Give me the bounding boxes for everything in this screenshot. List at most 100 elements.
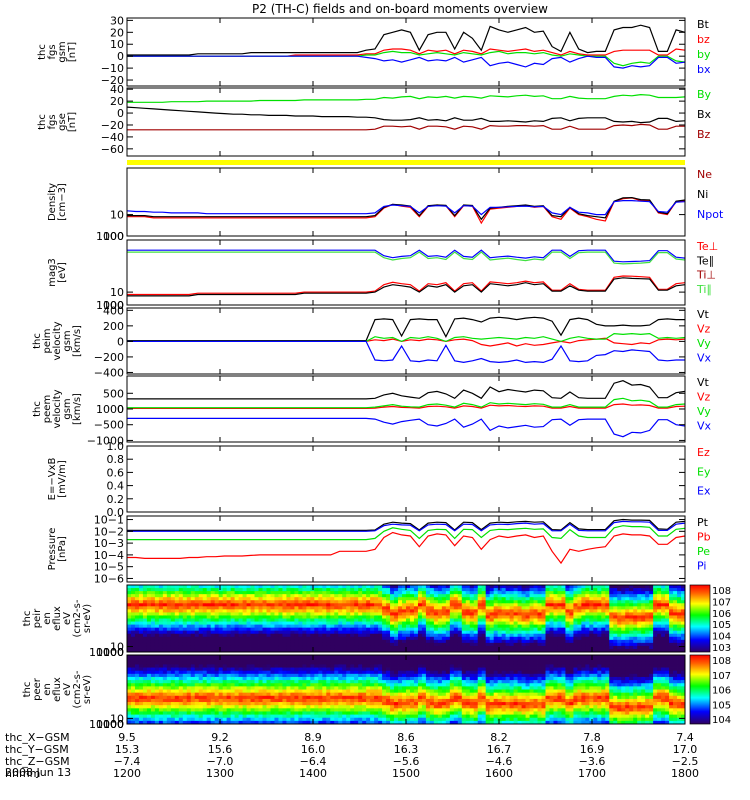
spectrogram-cell — [286, 717, 291, 722]
spectrogram-cell — [585, 591, 590, 595]
spectrogram-cell — [302, 698, 307, 703]
spectrogram-cell — [398, 708, 403, 712]
spectrogram-cell — [390, 655, 395, 659]
spectrogram-cell — [581, 612, 586, 616]
spectrogram-cell — [218, 600, 224, 604]
spectrogram-cell — [473, 621, 479, 625]
spectrogram-cell — [130, 698, 136, 703]
spectrogram-cell — [445, 606, 451, 610]
spectrogram-cell — [525, 597, 530, 601]
spectrogram-cell — [130, 630, 136, 635]
spectrogram-cell — [621, 597, 626, 601]
spectrogram-cell — [653, 588, 658, 592]
spectrogram-cell — [517, 597, 522, 601]
spectrogram-cell — [589, 618, 594, 622]
spectrogram-cell — [150, 720, 156, 725]
spectrogram-cell — [549, 585, 554, 589]
spectrogram-cell — [222, 692, 228, 697]
spectrogram-cell — [178, 591, 184, 595]
spectrogram-cell — [358, 711, 363, 715]
spectrogram-cell — [342, 676, 347, 681]
spectrogram-cell — [501, 618, 507, 622]
spectrogram-cell — [573, 630, 578, 635]
spectrogram-cell — [473, 588, 479, 592]
spectrogram-cell — [386, 667, 391, 672]
spectrogram-cell — [374, 627, 379, 632]
spectrogram-cell — [278, 591, 283, 595]
spectrogram-cell — [449, 621, 455, 625]
spectrogram-cell — [481, 621, 487, 625]
spectrogram-cell — [433, 645, 439, 650]
spectrogram-cell — [162, 648, 168, 653]
spectrogram-cell — [170, 695, 176, 700]
spectrogram-cell — [625, 591, 630, 595]
spectrogram-cell — [473, 591, 479, 595]
spectrogram-cell — [322, 603, 327, 607]
spectrogram-cell — [338, 642, 343, 647]
spectrogram-cell — [617, 630, 622, 635]
spectrogram-cell — [425, 645, 431, 650]
spectrogram-cell — [525, 618, 530, 622]
spectrogram-cell — [473, 642, 479, 647]
spectrogram-cell — [461, 621, 467, 625]
spectrogram-cell — [274, 639, 279, 644]
spectrogram-cell — [174, 655, 180, 659]
spectrogram-cell — [178, 618, 184, 622]
spectrogram-cell — [322, 597, 327, 601]
spectrogram-cell — [258, 612, 263, 616]
spectrogram-cell — [493, 597, 499, 601]
spectrogram-cell — [286, 630, 291, 635]
spectrogram-cell — [282, 594, 287, 598]
spectrogram-cell — [254, 615, 259, 619]
spectrogram-cell — [134, 676, 140, 681]
spectrogram-cell — [350, 588, 355, 592]
spectrogram-cell — [402, 633, 407, 638]
spectrogram-cell — [390, 636, 395, 641]
spectrogram-cell — [146, 664, 152, 668]
spectrogram-cell — [226, 670, 232, 675]
spectrogram-cell — [370, 627, 375, 632]
spectrogram-cell — [441, 609, 447, 613]
spectrogram-cell — [493, 615, 499, 619]
spectrogram-cell — [274, 648, 279, 653]
spectrogram-cell — [409, 612, 415, 616]
spectrogram-cell — [322, 680, 327, 684]
spectrogram-cell — [673, 600, 678, 604]
spectrogram-cell — [127, 670, 132, 675]
spectrogram-cell — [334, 683, 339, 687]
spectrogram-cell — [597, 627, 602, 632]
spectrogram-cell — [290, 630, 295, 635]
spectrogram-cell — [194, 597, 200, 601]
spectrogram-cell — [226, 692, 232, 697]
spectrogram-cell — [545, 618, 550, 622]
spectrogram-cell — [326, 711, 331, 715]
spectrogram-cell — [282, 603, 287, 607]
spectrogram-cell — [262, 689, 267, 694]
spectrogram-cell — [613, 615, 618, 619]
spectrogram-cell — [170, 720, 176, 725]
spectrogram-cell — [314, 609, 319, 613]
spectrogram-cell — [206, 597, 212, 601]
spectrogram-cell — [521, 630, 526, 635]
spectrogram-cell — [477, 645, 483, 650]
spectrogram-cell — [146, 692, 152, 697]
spectrogram-cell — [621, 645, 626, 650]
spectrogram-cell — [182, 661, 188, 665]
spectrogram-cell — [549, 627, 554, 632]
spectrogram-cell — [585, 642, 590, 647]
spectrogram-cell — [274, 692, 279, 697]
spectrogram-cell — [314, 680, 319, 684]
spectrogram-cell — [230, 612, 236, 616]
spectrogram-cell — [130, 689, 136, 694]
spectrogram-cell — [358, 664, 363, 668]
spectrogram-cell — [202, 627, 208, 632]
spectrogram-cell — [170, 714, 176, 719]
spectrogram-cell — [190, 695, 196, 700]
spectrogram-cell — [573, 588, 578, 592]
y-label-line: eflux — [52, 606, 63, 631]
spectrogram-cell — [326, 594, 331, 598]
spectrogram-cell — [130, 661, 136, 665]
spectrogram-cell — [142, 670, 148, 675]
spectrogram-cell — [505, 648, 511, 653]
